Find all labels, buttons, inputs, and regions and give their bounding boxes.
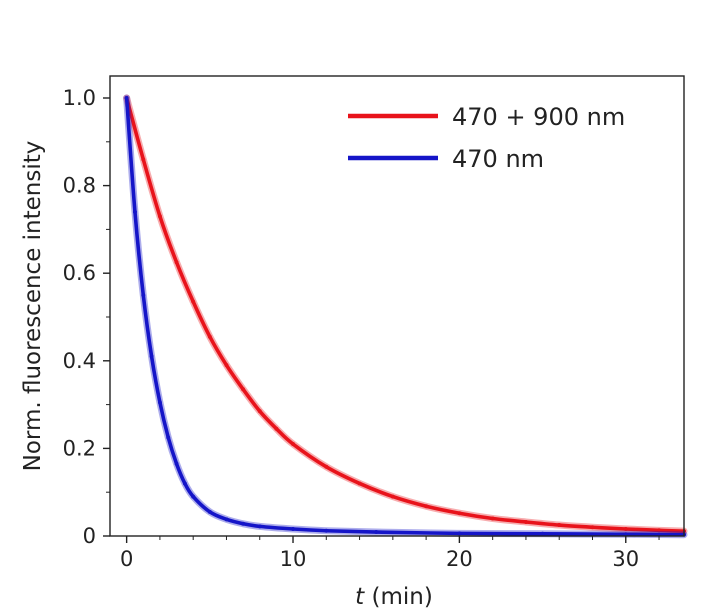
data-point	[424, 504, 429, 509]
data-point	[182, 481, 187, 486]
data-point	[174, 461, 179, 466]
data-point	[590, 525, 595, 530]
y-axis-label: Norm. fluorescence intensity	[20, 141, 46, 472]
data-point	[623, 532, 628, 537]
series-line-1	[124, 96, 686, 537]
y-tick-label: 1.0	[63, 86, 96, 110]
x-tick-label: 10	[280, 547, 307, 571]
x-tick-label: 0	[120, 547, 133, 571]
data-point	[557, 523, 562, 528]
data-point	[191, 299, 196, 304]
series-line-0	[124, 96, 686, 533]
y-axis-ticks: 0 0.2 0.4 0.6 0.8 1.0	[63, 86, 110, 548]
data-point	[291, 442, 296, 447]
data-point	[241, 387, 246, 392]
series-halo-1	[123, 94, 688, 539]
data-point	[457, 511, 462, 516]
data-point	[457, 531, 462, 536]
x-axis-ticks: 0 10 20 30	[120, 536, 660, 571]
plot-frame	[109, 75, 685, 537]
data-point	[374, 530, 379, 535]
data-point	[174, 260, 179, 265]
data-point	[623, 526, 628, 531]
data-point	[257, 409, 262, 414]
x-tick-label: 30	[612, 547, 639, 571]
x-axis-label-unit: (min)	[364, 584, 433, 610]
x-tick-label: 20	[446, 547, 473, 571]
data-point	[490, 516, 495, 521]
data-point	[540, 531, 545, 536]
y-tick-label: 0.2	[63, 436, 96, 460]
data-point	[157, 214, 162, 219]
y-tick-label: 0	[83, 524, 96, 548]
y-tick-label: 0.8	[63, 174, 96, 198]
data-point	[257, 524, 262, 529]
series-halo-0	[123, 94, 688, 535]
data-point	[390, 494, 395, 499]
data-point	[141, 293, 146, 298]
data-point	[224, 517, 229, 522]
data-point	[157, 400, 162, 405]
data-point	[324, 528, 329, 533]
x-axis-label-variable: t	[355, 584, 365, 610]
data-point	[124, 96, 129, 100]
data-point	[207, 334, 212, 339]
data-point	[166, 435, 171, 440]
data-point	[132, 209, 137, 214]
legend: 470 + 900 nm 470 nm	[348, 103, 625, 173]
y-tick-label: 0.6	[63, 261, 96, 285]
data-point	[224, 363, 229, 368]
data-point	[191, 494, 196, 499]
data-point	[291, 526, 296, 531]
y-tick-label: 0.4	[63, 349, 96, 373]
data-point	[324, 464, 329, 469]
data-point	[149, 354, 154, 359]
data-point	[274, 426, 279, 431]
data-point	[207, 509, 212, 514]
data-point	[523, 519, 528, 524]
x-axis-label: t (min)	[355, 584, 433, 610]
data-point	[657, 528, 662, 533]
data-point	[357, 481, 362, 486]
legend-label-470-900nm: 470 + 900 nm	[452, 103, 625, 131]
data-point	[141, 157, 146, 162]
series-layer	[123, 94, 688, 539]
legend-label-470nm: 470 nm	[452, 145, 544, 173]
data-point	[241, 521, 246, 526]
